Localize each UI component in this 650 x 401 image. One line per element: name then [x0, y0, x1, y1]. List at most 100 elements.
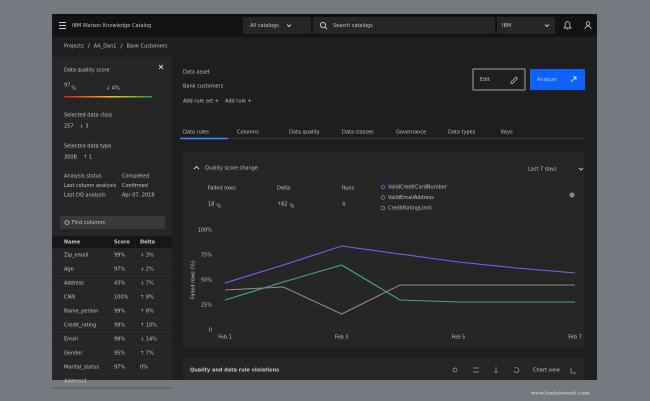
breadcrumb-item: AA_Dan1	[94, 44, 117, 50]
column-name: Email	[64, 337, 78, 343]
y-tick-label: 25%	[201, 303, 212, 309]
column-delta: ↑ 10%	[140, 323, 157, 329]
stat-label: Selected data class	[64, 113, 113, 119]
action-link[interactable]: Add rule set +	[183, 99, 219, 105]
column-delta: ↓ 3%	[140, 253, 154, 259]
range-select[interactable]: Last 7 days	[528, 167, 557, 173]
toolbar-icons[interactable]	[452, 367, 576, 374]
column-score: 43%	[114, 281, 125, 287]
violations-title: Quality and data rule violations	[190, 368, 279, 374]
y-tick-label: 75%	[201, 253, 212, 259]
score-bar	[64, 96, 152, 98]
tab[interactable]: Keys	[501, 130, 513, 136]
column-name: Marital_status	[64, 365, 99, 371]
metric-value: 18	[208, 202, 214, 208]
column-score: 99%	[114, 323, 125, 329]
tab[interactable]: Governance	[396, 130, 426, 136]
tab[interactable]: Data types	[448, 130, 476, 136]
search-box[interactable]	[313, 17, 495, 34]
view-toggle[interactable]: Chart view	[533, 368, 560, 374]
column-name: Address	[64, 281, 84, 287]
catalog-select[interactable]	[243, 17, 311, 34]
asset-title: Bank customers	[183, 84, 224, 90]
asset-kind: Data asset	[183, 70, 210, 76]
column-name: Gender	[64, 351, 83, 357]
breadcrumb-separator	[87, 43, 90, 49]
bell-icon[interactable]	[563, 21, 572, 30]
score: 97	[64, 83, 70, 89]
metric-unit: %	[216, 204, 221, 210]
stat-value: 257	[64, 124, 74, 130]
account-select[interactable]	[497, 17, 555, 34]
column-delta: ↑ 7%	[140, 351, 154, 357]
column-delta: ↓ 7%	[140, 281, 154, 287]
table-header	[52, 236, 172, 248]
tab[interactable]: Data classes	[342, 130, 374, 136]
product-name: IBM Watson Knowledge Catalog	[72, 23, 151, 29]
tab[interactable]: Columns	[237, 130, 259, 136]
metric-value: 4	[342, 202, 345, 208]
y-tick-label: 0	[209, 328, 212, 334]
column-score: 99%	[114, 253, 125, 259]
analyze-button[interactable]	[530, 69, 585, 90]
stat-label: Selected data type	[64, 144, 111, 150]
y-axis-title: Failed rows (%)	[191, 261, 197, 299]
legend-marker	[380, 184, 386, 190]
account-label: IBM	[502, 23, 511, 29]
metric-label: Runs	[342, 186, 355, 192]
series-line	[224, 264, 575, 303]
legend-label: ValidEmailAddress	[388, 195, 434, 201]
legend-label: CreditRatingLimit	[388, 206, 432, 212]
column-name: CNN	[64, 295, 75, 301]
column-name: Address1	[64, 379, 87, 385]
search-icon	[64, 220, 70, 225]
violations-card	[183, 358, 584, 380]
series-line	[224, 245, 576, 284]
column-score: 99%	[114, 309, 125, 315]
stat-delta: ↑ 1	[83, 155, 92, 161]
card-title: Quality score change	[205, 166, 258, 172]
watermark: www.lanlanwork.com	[530, 391, 591, 397]
column-delta: ↓ 14%	[140, 337, 157, 343]
detail-label: Analysis status	[64, 174, 102, 180]
column-search[interactable]	[60, 216, 165, 229]
y-tick-label: 50%	[201, 278, 212, 284]
pencil-icon	[510, 76, 518, 84]
menu-icon[interactable]	[59, 22, 66, 29]
chevron	[286, 24, 292, 28]
table-column-header: Name	[64, 240, 81, 246]
column-delta: ↑ 8%	[140, 309, 154, 315]
collapse-icon[interactable]	[193, 165, 200, 170]
column-name: Name_person	[64, 309, 98, 315]
catalog-select-label: All catalogs	[250, 23, 279, 29]
column-score: 99%	[114, 337, 125, 343]
tab[interactable]: Data quality	[289, 130, 320, 136]
launch-icon	[570, 76, 577, 83]
column-score: 100%	[114, 295, 129, 301]
x-tick-label: Feb 3	[335, 335, 349, 341]
tab[interactable]: Data rules	[183, 130, 209, 136]
breadcrumb-separator	[120, 43, 123, 49]
table-column-header: Delta	[140, 240, 155, 246]
action-link[interactable]: Add rule +	[225, 99, 252, 105]
user-icon[interactable]	[584, 21, 592, 30]
chevron	[578, 167, 584, 171]
chevron	[544, 24, 550, 28]
x-tick-label: Feb 5	[452, 335, 466, 341]
series-line	[224, 284, 575, 315]
detail-label: Last column analysis	[64, 183, 117, 189]
settings-icon[interactable]	[569, 192, 575, 198]
column-name: Age	[64, 267, 74, 273]
x-tick-label: Feb 7	[568, 335, 582, 341]
search-icon	[319, 21, 327, 29]
edit-button[interactable]	[472, 68, 526, 91]
detail-value: Confirmed	[122, 183, 148, 189]
column-search-placeholder: Find columns	[72, 220, 105, 226]
score-unit: %	[71, 86, 76, 92]
close-icon[interactable]	[158, 64, 164, 70]
score-delta: ↓ 4%	[106, 86, 120, 92]
analyze-label: Analyze	[537, 77, 557, 83]
score-label: Data quality score	[64, 68, 110, 74]
detail-value: Apr 07, 2018	[122, 193, 155, 199]
